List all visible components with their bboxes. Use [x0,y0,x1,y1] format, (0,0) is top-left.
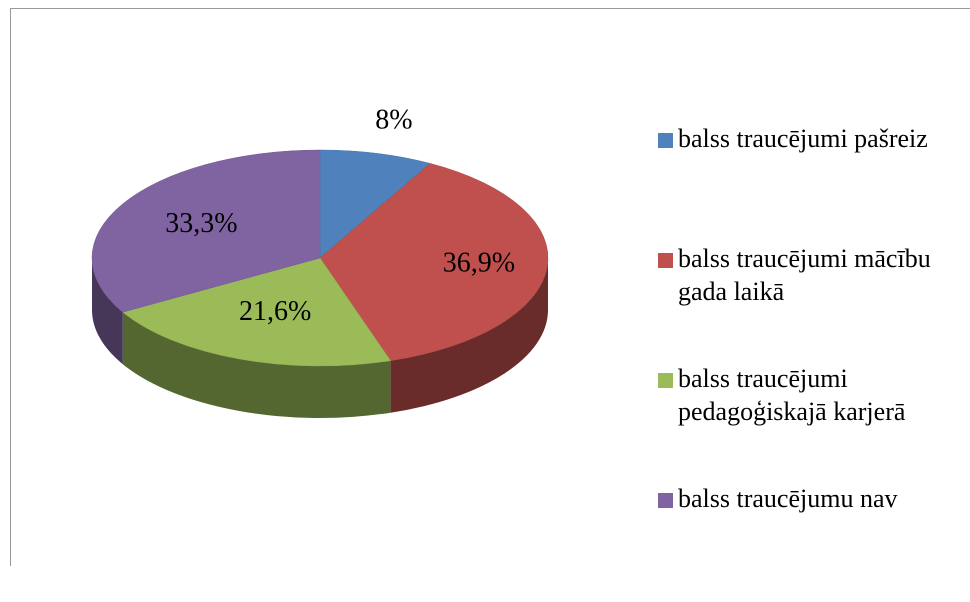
legend-label: balss traucējumu nav [678,482,940,515]
legend-swatch [658,373,673,388]
legend-item: balss traucējumi pedagoģiskajā karjerā [658,362,940,482]
page: 8% 36,9% 21,6% 33,3% balss traucējumi pašre… [0,0,970,566]
legend-swatch [658,133,673,148]
legend-label: balss traucējumi mācību gada laikā [678,242,940,308]
data-label: 8% [375,104,412,135]
legend-swatch [658,493,673,508]
legend-label: balss traucējumi pašreiz [678,122,940,155]
legend-label: balss traucējumi pedagoģiskajā karjerā [678,362,940,428]
data-label: 33,3% [165,208,237,239]
data-label: 36,9% [443,248,515,279]
legend-item: balss traucējumu nav [658,482,940,602]
legend-item: balss traucējumi mācību gada laikā [658,242,940,362]
legend: balss traucējumi pašreiz balss traucējumi… [658,122,940,602]
legend-item: balss traucējumi pašreiz [658,122,940,242]
legend-swatch [658,253,673,268]
data-label: 21,6% [239,296,311,327]
